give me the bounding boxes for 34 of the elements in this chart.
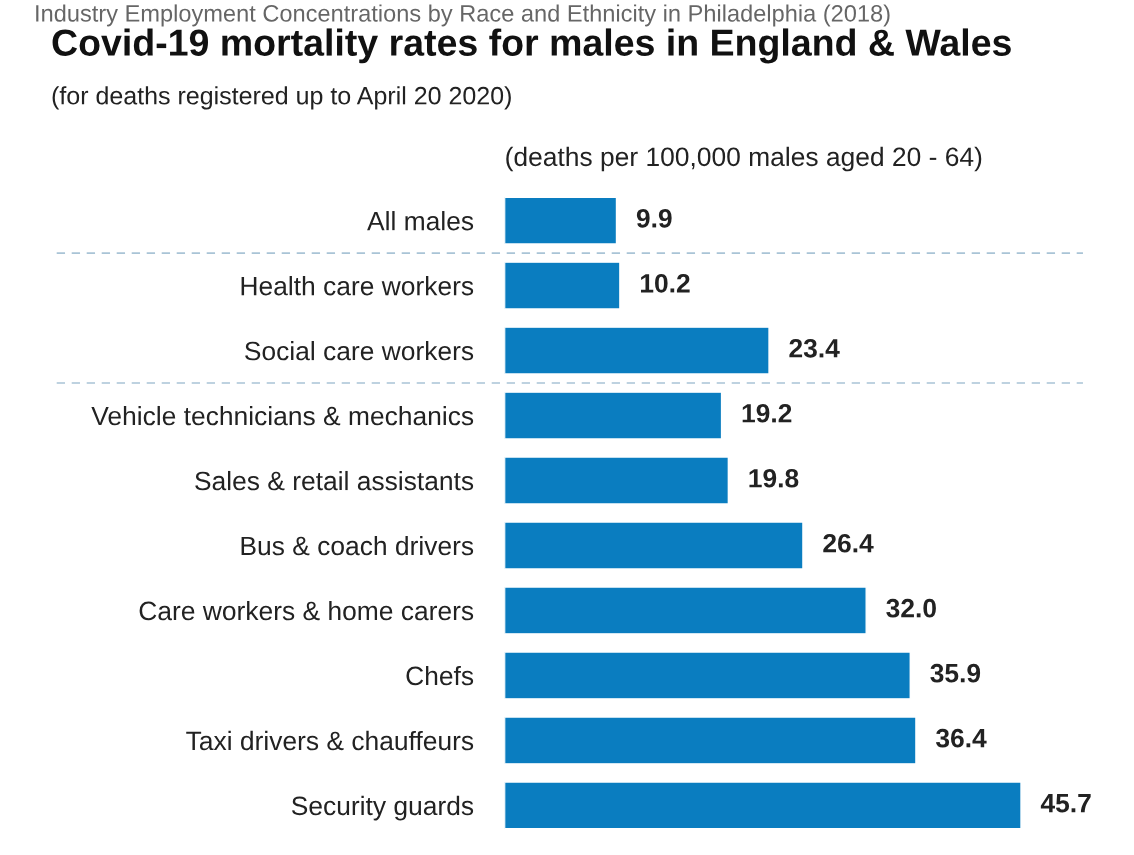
- bar: [504, 261, 621, 310]
- data-label: 19.8: [749, 468, 799, 488]
- y-tick-label: Chefs: [406, 665, 474, 686]
- y-tick-label: Bus & coach drivers: [241, 535, 474, 556]
- y-tick-label: Health care workers: [241, 276, 474, 296]
- bar: [504, 781, 1022, 830]
- bar: [504, 586, 867, 635]
- x-axis-title: (deaths per 100,000 males aged 20 - 64): [506, 146, 982, 172]
- data-label: 36.4: [935, 728, 987, 748]
- bar: [504, 521, 804, 570]
- bar: [504, 196, 618, 245]
- y-tick-label: Taxi drivers & chauffeurs: [186, 730, 474, 751]
- bar: [504, 391, 723, 440]
- data-label: 35.9: [930, 663, 981, 683]
- data-label: 32.0: [886, 598, 936, 618]
- chart-title: Covid-19 mortality rates for males in England & Wales: [52, 28, 1011, 64]
- bar: [504, 326, 770, 375]
- data-label: 23.4: [789, 338, 840, 358]
- bar: [504, 456, 730, 505]
- data-label: 45.7: [1040, 794, 1091, 813]
- y-tick-label: Sales & retail assistants: [195, 470, 474, 491]
- bar: [504, 651, 911, 700]
- data-label: 19.2: [742, 403, 792, 423]
- text: Industry Employment Concentrations by Race and Ethnicity in Philadelphia (2018): [36, 4, 890, 27]
- y-tick-label: Security guards: [291, 795, 474, 821]
- text: (for deaths registered up to April 20 2020): [52, 86, 511, 110]
- data-label: 26.4: [823, 533, 874, 553]
- data-label: 9.9: [636, 208, 672, 228]
- bar: [504, 716, 917, 765]
- y-tick-label: Care workers & home carers: [139, 600, 474, 621]
- y-tick-label: Social care workers: [245, 340, 474, 361]
- data-label: 10.2: [640, 273, 690, 293]
- y-tick-label: Vehicle technicians & mechanics: [91, 405, 474, 426]
- y-tick-label: All males: [367, 211, 474, 231]
